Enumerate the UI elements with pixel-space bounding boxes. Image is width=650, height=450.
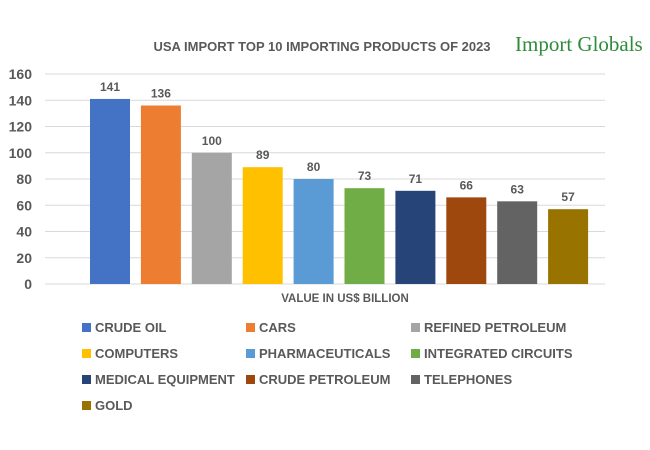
y-tick-label: 60 bbox=[16, 197, 32, 213]
data-label: 80 bbox=[307, 160, 321, 174]
bar-telephones bbox=[497, 201, 538, 284]
bar-computers bbox=[242, 167, 283, 284]
y-tick-label: 120 bbox=[9, 119, 33, 135]
bar-integrated-circuits bbox=[344, 188, 385, 284]
legend-label: CRUDE PETROLEUM bbox=[259, 372, 390, 387]
legend-label: PHARMACEUTICALS bbox=[259, 346, 391, 361]
legend-swatch bbox=[246, 375, 255, 384]
legend-swatch bbox=[411, 349, 420, 358]
legend-swatch bbox=[411, 323, 420, 332]
legend-swatch bbox=[82, 401, 91, 410]
data-label: 141 bbox=[100, 80, 120, 94]
data-label: 100 bbox=[202, 134, 222, 148]
legend-swatch bbox=[82, 349, 91, 358]
data-label: 66 bbox=[460, 178, 474, 192]
y-tick-label: 100 bbox=[9, 145, 33, 161]
data-label: 71 bbox=[409, 172, 423, 186]
data-label: 57 bbox=[561, 190, 575, 204]
legend-label: MEDICAL EQUIPMENT bbox=[95, 372, 235, 387]
import-globals-logo: Import Globals bbox=[515, 32, 643, 56]
legend-label: CRUDE OIL bbox=[95, 320, 167, 335]
bar-gold bbox=[548, 209, 589, 284]
legend-label: CARS bbox=[259, 320, 296, 335]
chart-title: USA IMPORT TOP 10 IMPORTING PRODUCTS OF … bbox=[153, 39, 490, 54]
bar-medical-equipment bbox=[395, 190, 436, 284]
legend-label: COMPUTERS bbox=[95, 346, 178, 361]
bar-crude-oil bbox=[90, 98, 130, 284]
bar-cars bbox=[140, 105, 181, 284]
legend-swatch bbox=[246, 349, 255, 358]
legend-swatch bbox=[82, 375, 91, 384]
y-tick-label: 20 bbox=[16, 250, 32, 266]
legend-swatch bbox=[246, 323, 255, 332]
legend-label: INTEGRATED CIRCUITS bbox=[424, 346, 573, 361]
y-tick-label: 160 bbox=[9, 66, 33, 82]
bar-crude-petroleum bbox=[446, 197, 487, 284]
legend-swatch bbox=[82, 323, 91, 332]
data-label: 136 bbox=[151, 87, 171, 101]
legend-label: REFINED PETROLEUM bbox=[424, 320, 566, 335]
y-tick-label: 0 bbox=[24, 276, 32, 292]
bar-refined-petroleum bbox=[191, 152, 232, 284]
x-axis-label: VALUE IN US$ BILLION bbox=[281, 293, 409, 305]
legend-label: TELEPHONES bbox=[424, 372, 512, 387]
y-tick-label: 40 bbox=[16, 224, 32, 240]
bar-pharmaceuticals bbox=[293, 179, 334, 284]
y-tick-label: 140 bbox=[9, 92, 33, 108]
legend-swatch bbox=[411, 375, 420, 384]
legend-label: GOLD bbox=[95, 398, 133, 413]
y-tick-label: 80 bbox=[16, 171, 32, 187]
data-label: 73 bbox=[358, 169, 372, 183]
data-label: 63 bbox=[511, 182, 525, 196]
data-label: 89 bbox=[256, 148, 270, 162]
